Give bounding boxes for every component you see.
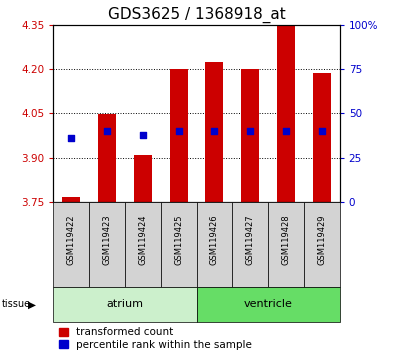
Bar <box>197 202 232 287</box>
Bar <box>232 202 268 287</box>
Point <box>175 128 182 134</box>
Bar <box>268 202 304 287</box>
Point <box>104 128 110 134</box>
Bar <box>313 74 331 202</box>
Point <box>68 136 74 141</box>
Bar <box>197 287 340 322</box>
Text: GSM119423: GSM119423 <box>103 215 111 266</box>
Text: GSM119422: GSM119422 <box>67 215 76 265</box>
Bar <box>98 114 116 202</box>
Text: GSM119425: GSM119425 <box>174 215 183 265</box>
Bar <box>134 155 152 202</box>
Text: tissue: tissue <box>2 299 31 309</box>
Text: atrium: atrium <box>106 299 143 309</box>
Point <box>319 128 325 134</box>
Point <box>140 132 146 138</box>
Bar <box>304 202 340 287</box>
Bar <box>53 287 197 322</box>
Text: GSM119427: GSM119427 <box>246 215 255 266</box>
Text: ventricle: ventricle <box>244 299 293 309</box>
Bar <box>241 69 259 202</box>
Bar <box>170 69 188 202</box>
Title: GDS3625 / 1368918_at: GDS3625 / 1368918_at <box>107 7 285 23</box>
Bar <box>161 202 197 287</box>
Point <box>283 128 289 134</box>
Text: GSM119426: GSM119426 <box>210 215 219 266</box>
Text: GSM119428: GSM119428 <box>282 215 290 266</box>
Bar <box>89 202 125 287</box>
Bar <box>62 197 80 202</box>
Text: GSM119424: GSM119424 <box>138 215 147 265</box>
Text: GSM119429: GSM119429 <box>317 215 326 265</box>
Text: ▶: ▶ <box>28 299 36 309</box>
Point <box>247 128 253 134</box>
Bar <box>205 62 223 202</box>
Bar <box>125 202 161 287</box>
Bar <box>53 202 89 287</box>
Legend: transformed count, percentile rank within the sample: transformed count, percentile rank withi… <box>58 327 252 350</box>
Bar <box>277 26 295 202</box>
Point <box>211 128 218 134</box>
